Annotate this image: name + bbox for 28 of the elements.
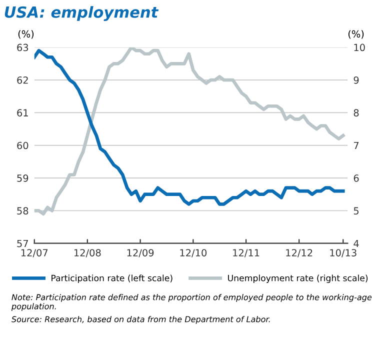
y-tick-label: 57 [17, 240, 28, 248]
y-tick-label: 59 [17, 174, 28, 182]
source-note: Source: Research, based on data from the Department of Labor. [12, 316, 270, 324]
x-tick-label: 12/08 [74, 249, 101, 258]
x-tick-label: 10/13 [330, 249, 356, 258]
x-tick-label: 12/07 [21, 249, 48, 258]
y2-tick-label: 7 [354, 142, 359, 150]
x-tick-label: 12/09 [127, 249, 154, 258]
y2-axis-title: (%) [348, 30, 364, 39]
y2-tick-label: 4 [354, 240, 359, 248]
y-axis-title: (%) [18, 30, 34, 39]
y-tick-label: 58 [17, 207, 28, 215]
text: Note: Participation rate defined as the proportion of employed people to the working-age population. [11, 294, 372, 311]
chart-title: USA: employment [4, 6, 159, 21]
y-tick-label: 63 [17, 44, 28, 52]
legend-label: Participation rate (left scale) [52, 274, 172, 283]
legend-label: Unemployment rate (right scale) [228, 274, 368, 283]
y2-tick-label: 6 [354, 174, 359, 182]
x-tick-label: 12/10 [180, 249, 207, 258]
y-tick-label: 62 [17, 76, 28, 84]
x-tick-label: 12/12 [286, 249, 312, 258]
y-tick-label: 61 [17, 109, 28, 116]
y2-tick-label: 10 [354, 44, 365, 52]
y-tick-label: 60 [17, 142, 28, 150]
y2-tick-label: 5 [354, 207, 359, 215]
x-tick-label: 12/11 [233, 249, 260, 258]
y2-tick-label: 8 [354, 109, 359, 116]
y2-tick-label: 9 [354, 76, 359, 84]
